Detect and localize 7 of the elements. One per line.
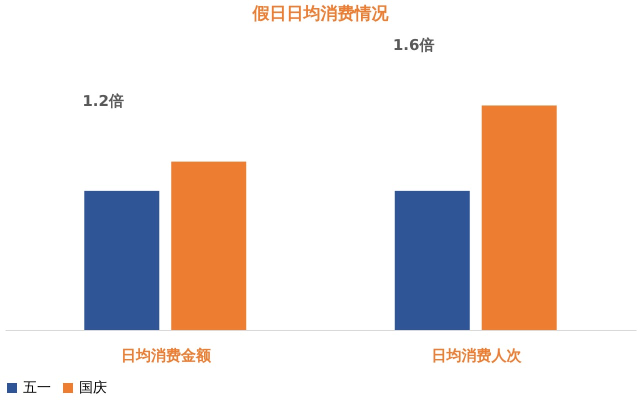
legend-label: 五一 bbox=[23, 380, 51, 396]
chart-title: 假日日均消费情况 bbox=[252, 4, 390, 24]
x-tick-label: 日均消费金额 bbox=[120, 346, 212, 364]
x-tick-label: 日均消费人次 bbox=[431, 346, 522, 364]
annotation: 1.2倍 bbox=[82, 92, 124, 110]
legend-label: 国庆 bbox=[79, 380, 107, 396]
text: 1.6倍 bbox=[392, 36, 434, 54]
